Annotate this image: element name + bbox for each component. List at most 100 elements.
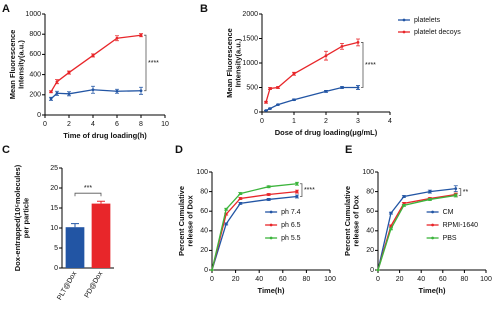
x-tick-label: 4: [388, 118, 392, 125]
data-point: [389, 227, 393, 231]
x-tick-label: 40: [417, 276, 425, 283]
data-point: [292, 72, 296, 76]
x-tick-label: 100: [480, 276, 492, 283]
y-tick-label: 100: [362, 169, 374, 176]
data-point: [67, 71, 71, 74]
data-point: [55, 91, 59, 95]
data-point: [67, 92, 71, 96]
x-tick-label: 2: [324, 118, 328, 125]
significance-bracket: [74, 192, 102, 197]
data-point: [238, 192, 242, 195]
data-point: [356, 41, 360, 44]
y-axis-label: Percent Cumulative: [177, 186, 186, 256]
x-tick-label: 60: [279, 276, 287, 283]
x-tick-label: PD@Dox: [84, 270, 105, 299]
y-tick-label: 25: [50, 165, 58, 172]
x-tick-label: 0: [210, 276, 214, 283]
x-tick-label: 6: [115, 121, 119, 128]
significance-label: ****: [148, 60, 159, 67]
data-point: [454, 187, 458, 191]
data-point: [340, 44, 344, 48]
x-tick-label: 8: [139, 121, 143, 128]
data-point: [340, 86, 344, 89]
data-point: [454, 194, 458, 197]
y-axis-label: release of Dox: [351, 195, 360, 247]
y-tick-label: 0: [54, 265, 58, 272]
bar: [65, 227, 85, 268]
data-point: [139, 89, 143, 93]
y-tick-label: 10: [50, 225, 58, 232]
panel-label: B: [200, 3, 208, 15]
x-tick-label: 40: [255, 276, 263, 283]
x-tick-label: 20: [396, 276, 404, 283]
x-tick-label: 4: [91, 121, 95, 128]
data-point: [428, 190, 432, 194]
significance-label: **: [463, 189, 469, 196]
data-point: [49, 90, 53, 94]
y-axis-label: Dox-entrapped(10⁵molecules): [13, 164, 22, 271]
y-tick-label: 0: [370, 267, 374, 274]
data-point: [295, 182, 299, 186]
data-point: [292, 98, 296, 102]
series-line: [211, 190, 298, 271]
y-axis-label: release of Dox: [185, 195, 194, 247]
data-point: [276, 86, 280, 89]
panel-label: A: [2, 3, 10, 15]
x-axis-label: Dose of drug loading(μg/mL): [275, 128, 378, 137]
significance-bracket: [458, 188, 462, 196]
y-tick-label: 600: [29, 51, 41, 58]
legend-marker: [402, 18, 406, 22]
x-axis-label: Time(h): [419, 286, 446, 295]
significance-label: ***: [84, 185, 92, 192]
panel-label: C: [2, 144, 10, 156]
y-tick-label: 5: [54, 245, 58, 252]
y-axis-label: per particle: [21, 198, 30, 238]
y-tick-label: 200: [29, 92, 41, 99]
y-tick-label: 0: [204, 267, 208, 274]
data-point: [238, 201, 242, 205]
legend-label: ph 7.4: [281, 209, 301, 216]
y-tick-label: 100: [196, 169, 208, 176]
data-point: [356, 86, 360, 89]
data-point: [55, 80, 59, 84]
y-tick-label: 500: [246, 84, 258, 91]
significance-bracket: [299, 183, 303, 197]
y-axis-label: Mean Fluorescence: [225, 28, 234, 98]
legend-label: PBS: [443, 235, 457, 242]
y-tick-label: 80: [366, 188, 374, 195]
data-point: [224, 207, 228, 211]
y-tick-label: 400: [29, 71, 41, 78]
series-line: [377, 194, 456, 271]
x-tick-label: 100: [324, 276, 336, 283]
x-tick-label: PLT@Dox: [56, 270, 78, 302]
y-tick-label: 1000: [25, 11, 41, 18]
y-axis-label: Percent Cumulative: [343, 186, 352, 256]
data-point: [224, 222, 228, 226]
significance-bracket: [144, 34, 147, 92]
data-point: [91, 88, 95, 92]
series-line: [50, 34, 142, 93]
legend-label: ph 6.5: [281, 222, 301, 229]
data-point: [376, 268, 380, 272]
legend-marker: [402, 30, 406, 34]
data-point: [49, 97, 53, 101]
significance-label: ****: [365, 62, 376, 69]
data-point: [115, 36, 119, 40]
legend-marker: [269, 210, 273, 214]
y-tick-label: 40: [366, 228, 374, 235]
y-tick-label: 20: [200, 247, 208, 254]
legend-marker: [431, 236, 434, 240]
y-tick-label: 0: [37, 112, 41, 119]
legend-label: platelet decoys: [414, 29, 461, 36]
data-point: [324, 54, 328, 58]
series-line: [265, 41, 359, 103]
x-axis-label: Time(h): [258, 286, 285, 295]
y-tick-label: 20: [50, 185, 58, 192]
data-point: [268, 87, 272, 90]
legend-label: CM: [443, 209, 454, 216]
legend-marker: [269, 223, 273, 227]
x-tick-label: 0: [43, 121, 47, 128]
data-point: [295, 195, 299, 198]
y-tick-label: 2000: [242, 11, 258, 18]
